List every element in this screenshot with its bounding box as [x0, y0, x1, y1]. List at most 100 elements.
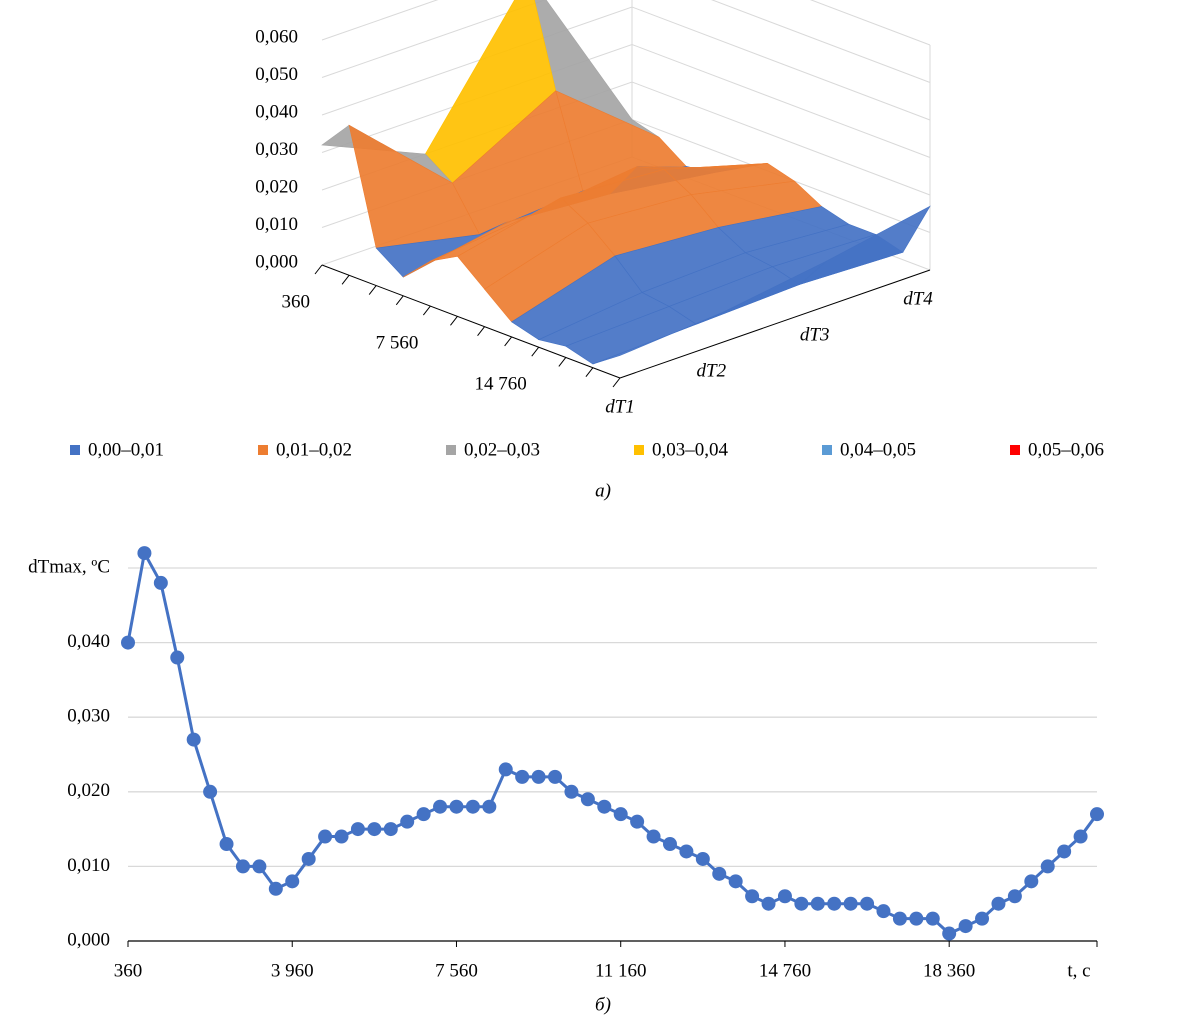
data-point — [892, 911, 907, 926]
series-axis — [619, 269, 931, 379]
data-point — [219, 837, 234, 852]
data-point — [548, 769, 563, 784]
time-tick — [612, 377, 621, 388]
data-point — [170, 650, 185, 665]
data-point — [958, 919, 973, 934]
data-point — [712, 866, 727, 881]
x-tick-label: 14 760 — [759, 960, 811, 981]
series-line — [126, 548, 1099, 936]
data-point — [909, 911, 924, 926]
x-tick-label: 360 — [114, 960, 143, 981]
data-point — [646, 829, 661, 844]
data-point — [367, 822, 382, 837]
data-point — [761, 896, 776, 911]
data-point — [465, 799, 480, 814]
data-point — [860, 896, 875, 911]
data-point — [728, 874, 743, 889]
data-point — [975, 911, 990, 926]
z-tick-label: 0,010 — [255, 214, 298, 235]
grid-line — [321, 0, 931, 83]
legend-swatch — [258, 445, 268, 455]
y-tick-label: 0,000 — [67, 929, 110, 950]
data-point — [597, 799, 612, 814]
data-point — [515, 769, 530, 784]
data-point — [318, 829, 333, 844]
grid-line — [321, 6, 931, 121]
data-point — [531, 769, 546, 784]
data-point — [794, 896, 809, 911]
data-point — [745, 889, 760, 904]
z-tick-label: 0,020 — [255, 176, 298, 197]
z-tick-label: 0,060 — [255, 26, 298, 47]
x-tick-label: 7 560 — [435, 960, 478, 981]
data-point — [876, 904, 891, 919]
time-tick-label: 360 — [282, 291, 311, 312]
data-point — [268, 881, 283, 896]
legend-swatch — [634, 445, 644, 455]
caption-b: б) — [595, 994, 611, 1015]
data-point — [991, 896, 1006, 911]
grid-line — [321, 0, 931, 46]
data-point — [1073, 829, 1088, 844]
data-point — [285, 874, 300, 889]
y-tick-label: 0,020 — [67, 780, 110, 801]
time-tick-label: 14 760 — [474, 374, 526, 395]
x-tick-label: 3 960 — [271, 960, 314, 981]
legend-label: 0,01–0,02 — [276, 439, 352, 460]
series-label: dT1 — [605, 396, 635, 417]
data-point — [942, 926, 957, 941]
legend-swatch — [822, 445, 832, 455]
data-point — [498, 762, 513, 777]
time-tick — [585, 367, 594, 378]
time-tick-label: 7 560 — [376, 332, 419, 353]
series-label: dT3 — [800, 324, 830, 345]
data-point — [400, 814, 415, 829]
y-tick-label: dTmax, ºC — [28, 556, 110, 577]
data-point — [695, 851, 710, 866]
y-tick-label: 0,030 — [67, 706, 110, 727]
data-point — [433, 799, 448, 814]
series-label: dT2 — [697, 360, 727, 381]
x-axis-label: t, c — [1067, 960, 1090, 981]
data-point — [350, 822, 365, 837]
z-tick-label: 0,050 — [255, 64, 298, 85]
data-point — [662, 837, 677, 852]
data-point — [827, 896, 842, 911]
data-point — [301, 851, 316, 866]
data-point — [564, 784, 579, 799]
legend-label: 0,00–0,01 — [88, 439, 164, 460]
x-tick-label: 11 160 — [595, 960, 647, 981]
legend-swatch — [1010, 445, 1020, 455]
y-tick-label: 0,040 — [67, 631, 110, 652]
legend-swatch — [446, 445, 456, 455]
data-point — [121, 635, 135, 650]
z-tick-label: 0,040 — [255, 101, 298, 122]
data-point — [482, 799, 497, 814]
data-point — [186, 732, 201, 747]
time-tick — [504, 336, 513, 347]
time-tick — [531, 346, 540, 357]
time-tick — [450, 316, 458, 326]
data-point — [1090, 807, 1104, 822]
time-tick — [477, 326, 485, 336]
time-tick — [314, 264, 323, 275]
time-tick — [395, 295, 404, 306]
z-tick-label: 0,000 — [255, 251, 298, 272]
surface-patch — [592, 311, 724, 365]
legend-label: 0,03–0,04 — [652, 439, 729, 460]
data-point — [416, 807, 431, 822]
time-tick — [368, 285, 377, 295]
data-point — [1007, 889, 1022, 904]
y-tick-label: 0,010 — [67, 855, 110, 876]
series-label: dT4 — [903, 288, 933, 309]
caption-a: а) — [595, 480, 611, 501]
x-tick-label: 18 360 — [923, 960, 975, 981]
legend-label: 0,04–0,05 — [840, 439, 916, 460]
data-point — [925, 911, 940, 926]
data-point — [252, 859, 267, 874]
data-point — [630, 814, 645, 829]
time-axis — [321, 264, 621, 379]
data-point — [810, 896, 825, 911]
time-tick — [558, 357, 567, 367]
